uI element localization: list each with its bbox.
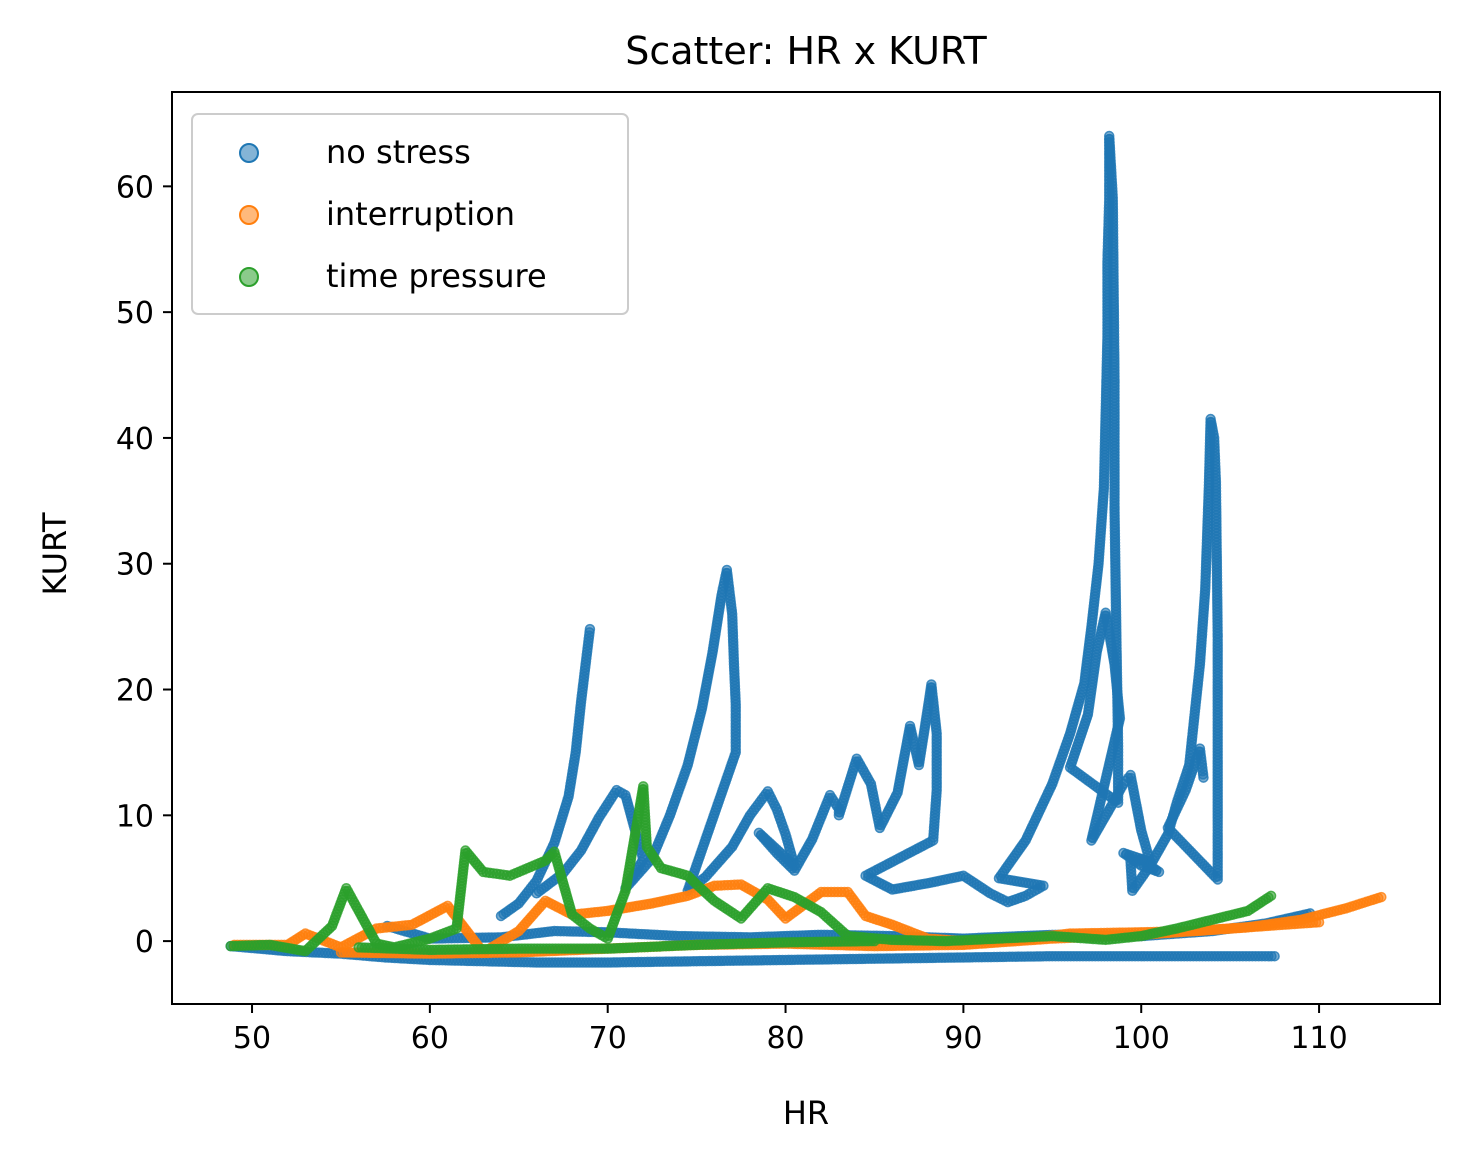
x-tick-label: 70	[589, 1021, 627, 1056]
y-tick-label: 10	[116, 799, 154, 834]
y-tick-label: 40	[116, 422, 154, 457]
legend: no stress interruption time pressure	[191, 113, 629, 315]
data-point	[1269, 950, 1280, 962]
x-axis-label: HR	[783, 1094, 829, 1132]
y-tick-label: 20	[116, 674, 154, 709]
data-point	[584, 623, 596, 635]
y-axis-label: KURT	[36, 512, 74, 595]
chart-title: Scatter: HR x KURT	[625, 29, 987, 73]
data-point	[1198, 772, 1209, 783]
data-point	[1313, 916, 1325, 928]
x-tick-label: 60	[411, 1021, 449, 1056]
x-tick-label: 50	[233, 1021, 271, 1056]
legend-marker-time-pressure	[239, 267, 259, 287]
legend-marker-interruption	[239, 205, 259, 225]
y-tick-label: 60	[116, 170, 154, 205]
y-tick-label: 50	[116, 296, 154, 331]
legend-marker-no-stress	[239, 143, 259, 163]
x-tick-label: 80	[766, 1021, 804, 1056]
x-tick-label: 110	[1290, 1021, 1347, 1056]
data-point	[869, 935, 880, 947]
legend-label-time-pressure: time pressure	[326, 257, 547, 295]
legend-label-interruption: interruption	[326, 195, 515, 233]
y-tick-label: 30	[116, 548, 154, 583]
plot-points	[225, 130, 1387, 968]
data-point	[1376, 891, 1387, 903]
x-tick-label: 100	[1113, 1021, 1170, 1056]
data-point	[1265, 890, 1277, 902]
x-tick-label: 90	[944, 1021, 982, 1056]
legend-label-no-stress: no stress	[326, 133, 471, 171]
y-tick-label: 0	[135, 925, 154, 960]
